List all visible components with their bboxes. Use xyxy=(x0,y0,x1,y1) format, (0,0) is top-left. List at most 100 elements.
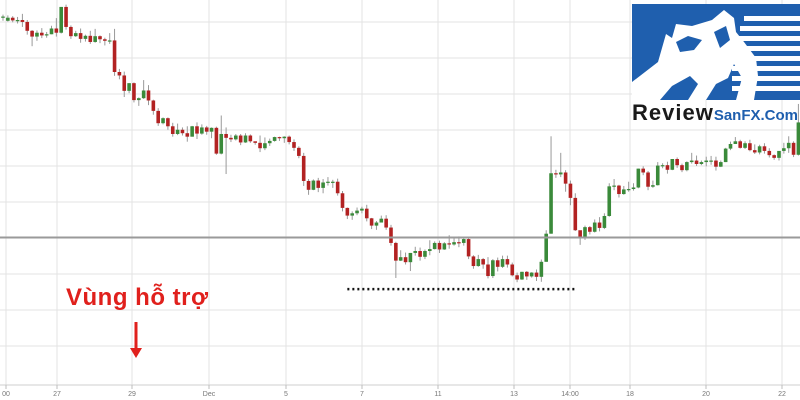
candle xyxy=(146,85,151,106)
candle xyxy=(200,124,204,135)
candle xyxy=(573,193,578,231)
candle-body xyxy=(166,118,170,127)
candle-body xyxy=(258,142,262,149)
candle-body xyxy=(6,17,10,21)
candle-body xyxy=(607,186,612,216)
candle xyxy=(646,170,650,191)
candle-body xyxy=(389,227,393,243)
candle xyxy=(597,217,602,232)
candle xyxy=(253,141,257,145)
candle xyxy=(364,204,369,222)
candle xyxy=(408,252,413,272)
candle-body xyxy=(331,181,335,183)
candle-body xyxy=(394,242,398,261)
candle xyxy=(743,141,747,149)
candle xyxy=(592,219,597,233)
candle-body xyxy=(185,133,190,137)
candle xyxy=(651,180,655,188)
candle-body xyxy=(786,142,791,149)
candle-body xyxy=(214,127,219,154)
candle xyxy=(757,144,762,155)
candle-body xyxy=(137,98,141,101)
candle xyxy=(59,6,63,34)
candle-body xyxy=(418,251,422,257)
candle xyxy=(379,215,384,223)
candle xyxy=(6,15,10,22)
candle xyxy=(428,240,432,256)
candle xyxy=(782,142,786,154)
candle-body xyxy=(151,100,156,111)
candle-body xyxy=(369,218,374,226)
candle-body xyxy=(534,272,539,277)
candle xyxy=(107,33,112,44)
candle xyxy=(10,16,15,23)
candle-body xyxy=(782,148,786,151)
candle-body xyxy=(597,222,602,228)
candle xyxy=(636,168,641,189)
candle-body xyxy=(612,185,616,187)
candle xyxy=(25,20,30,35)
candle xyxy=(209,127,214,139)
candle-body xyxy=(141,90,146,99)
candle-body xyxy=(772,155,776,158)
candle-body xyxy=(238,135,243,143)
candle-body xyxy=(190,126,194,137)
candle xyxy=(733,137,738,144)
candle-body xyxy=(311,180,316,190)
x-tick-label: 27 xyxy=(53,391,61,398)
candle-body xyxy=(15,20,20,22)
candle-body xyxy=(752,150,757,153)
candle-body xyxy=(321,182,325,188)
candle xyxy=(486,257,490,279)
candle-body xyxy=(132,83,136,101)
candle xyxy=(398,250,403,262)
x-tick-label: 14:00 xyxy=(561,391,579,398)
candle xyxy=(122,71,127,98)
candle-body xyxy=(796,122,800,155)
candle xyxy=(204,125,209,135)
candle xyxy=(525,271,529,280)
candle xyxy=(335,178,340,196)
candle xyxy=(685,161,689,172)
candle-body xyxy=(20,20,25,22)
candle-body xyxy=(326,181,330,183)
candle xyxy=(20,13,25,27)
candle xyxy=(49,25,54,35)
candle-body xyxy=(229,137,233,140)
candle-body xyxy=(83,35,88,39)
candle-body xyxy=(335,181,340,194)
candle xyxy=(15,16,20,24)
candle xyxy=(83,34,88,42)
bull-icon xyxy=(632,4,800,100)
candle xyxy=(316,177,321,193)
candle xyxy=(54,18,59,37)
candle-body xyxy=(714,160,718,167)
candle xyxy=(680,163,684,173)
candle xyxy=(558,152,563,178)
candle xyxy=(476,254,481,267)
candle-body xyxy=(578,230,582,238)
candle-body xyxy=(791,142,796,155)
candle-body xyxy=(161,118,165,124)
candle-body xyxy=(738,141,742,148)
x-tick-label: 5 xyxy=(284,391,288,398)
candle xyxy=(297,146,301,159)
candle-body xyxy=(641,168,645,173)
candle-body xyxy=(651,185,655,187)
candle-body xyxy=(156,110,160,124)
candle-body xyxy=(345,207,350,216)
candle-body xyxy=(447,243,451,245)
candle xyxy=(607,183,612,217)
candle-body xyxy=(374,222,379,226)
candle xyxy=(277,136,282,141)
candle-body xyxy=(423,251,427,257)
candle xyxy=(588,225,592,235)
logo-review-text: Review xyxy=(632,100,714,125)
x-tick-label: 13 xyxy=(510,391,518,398)
chart-levels xyxy=(0,236,800,291)
candle xyxy=(117,68,122,80)
candle-body xyxy=(544,233,548,262)
candle-body xyxy=(175,129,180,134)
candle-body xyxy=(69,26,73,37)
candle-body xyxy=(563,172,568,184)
